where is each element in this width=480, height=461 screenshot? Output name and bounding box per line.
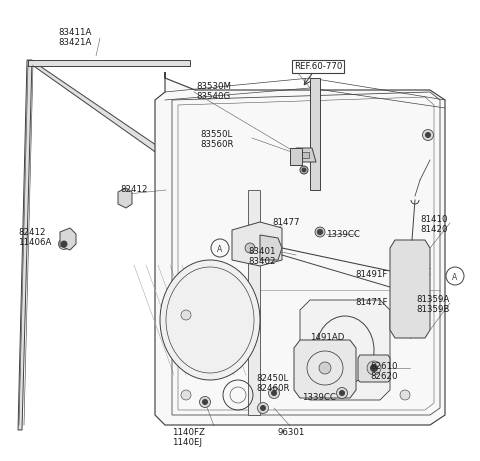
Text: 82610
82620: 82610 82620 [370, 362, 397, 381]
Circle shape [61, 241, 67, 247]
Ellipse shape [160, 260, 260, 380]
Text: 1339CC: 1339CC [302, 393, 336, 402]
Circle shape [59, 238, 70, 249]
Polygon shape [28, 60, 190, 66]
Polygon shape [155, 72, 445, 425]
Polygon shape [290, 148, 302, 165]
Text: 83411A
83421A: 83411A 83421A [58, 28, 91, 47]
Text: 83401
83402: 83401 83402 [248, 247, 276, 266]
Polygon shape [232, 222, 282, 266]
Polygon shape [28, 62, 200, 180]
Circle shape [245, 243, 255, 253]
Circle shape [257, 402, 268, 414]
Polygon shape [296, 148, 316, 162]
Text: 1491AD: 1491AD [310, 333, 344, 342]
Text: 83530M
83540G: 83530M 83540G [196, 82, 231, 101]
Circle shape [203, 400, 207, 404]
Circle shape [425, 132, 431, 137]
Polygon shape [248, 190, 260, 415]
Circle shape [317, 230, 323, 235]
Polygon shape [18, 60, 32, 430]
Circle shape [181, 310, 191, 320]
Text: 1140FZ
1140EJ: 1140FZ 1140EJ [172, 428, 205, 447]
Text: 96301: 96301 [278, 428, 305, 437]
Circle shape [367, 361, 381, 375]
Polygon shape [299, 152, 309, 158]
Circle shape [300, 166, 308, 174]
Circle shape [400, 390, 410, 400]
Circle shape [319, 362, 331, 374]
Text: 82412: 82412 [120, 185, 147, 194]
Text: 82412
11406A: 82412 11406A [18, 228, 51, 248]
Circle shape [371, 365, 377, 372]
Circle shape [200, 396, 211, 408]
Circle shape [272, 390, 276, 396]
Text: 81410
81420: 81410 81420 [420, 215, 447, 234]
Text: 81359A
81359B: 81359A 81359B [416, 295, 449, 314]
Text: A: A [452, 272, 457, 282]
Circle shape [61, 242, 67, 247]
Text: REF.60-770: REF.60-770 [294, 62, 342, 71]
Polygon shape [294, 340, 356, 398]
Circle shape [336, 388, 348, 398]
Text: A: A [217, 244, 223, 254]
Circle shape [315, 227, 325, 237]
Polygon shape [260, 235, 282, 260]
Circle shape [446, 267, 464, 285]
Polygon shape [118, 188, 132, 208]
Polygon shape [390, 240, 430, 338]
Circle shape [422, 130, 433, 141]
Circle shape [400, 310, 410, 320]
Polygon shape [310, 78, 320, 190]
Circle shape [261, 406, 265, 410]
Circle shape [339, 390, 345, 396]
Circle shape [268, 388, 279, 398]
Text: 83550L
83560R: 83550L 83560R [200, 130, 233, 149]
Polygon shape [358, 355, 390, 382]
Polygon shape [60, 228, 76, 250]
Circle shape [181, 390, 191, 400]
Text: 82450L
82460R: 82450L 82460R [256, 374, 289, 393]
Text: 81477: 81477 [272, 218, 300, 227]
Text: 81471F: 81471F [355, 298, 387, 307]
Text: 1339CC: 1339CC [326, 230, 360, 239]
Circle shape [302, 168, 306, 172]
Polygon shape [300, 300, 390, 400]
Text: 81491F: 81491F [355, 270, 387, 279]
